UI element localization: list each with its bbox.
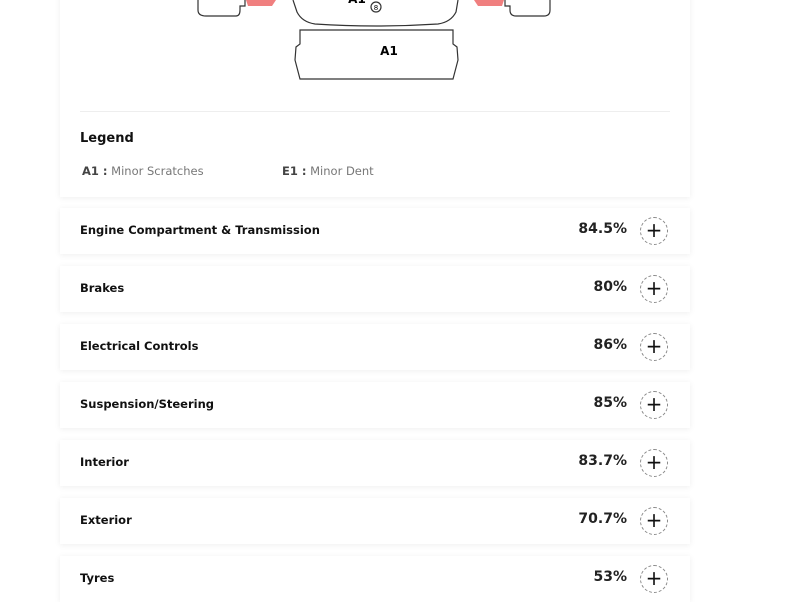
section-row[interactable]: Brakes 80% + (60, 266, 690, 312)
section-label: Electrical Controls (80, 339, 199, 353)
bumper-panel (294, 29, 459, 80)
section-score: 85% (593, 395, 627, 411)
hood-damage-label: A1 (348, 0, 366, 6)
section-label: Interior (80, 455, 129, 469)
legend-title: Legend (80, 131, 134, 146)
section-label: Suspension/Steering (80, 397, 215, 411)
section-label: Exterior (80, 513, 132, 527)
legend-item: A1 : Minor Scratches (82, 164, 204, 178)
section-score: 86% (593, 337, 627, 353)
car-diagram: A1 8 A1 (197, 0, 551, 80)
section-row[interactable]: Interior 83.7% + (60, 440, 690, 486)
section-row[interactable]: Suspension/Steering 85% + (60, 382, 690, 428)
legend-item: E1 : Minor Dent (282, 164, 374, 178)
section-label: Tyres (80, 571, 115, 585)
section-row[interactable]: Tyres 53% + (60, 556, 690, 602)
section-score: 70.7% (578, 511, 627, 527)
section-row[interactable]: Electrical Controls 86% + (60, 324, 690, 370)
section-score: 84.5% (578, 221, 627, 237)
section-score: 80% (593, 279, 627, 295)
plus-icon[interactable]: + (640, 275, 668, 303)
section-row[interactable]: Engine Compartment & Transmission 84.5% … (60, 208, 690, 254)
left-mirror-panel (197, 0, 246, 17)
car-damage-card: A1 8 A1 Legend A1 : Minor Scratches E1 :… (60, 0, 690, 197)
plus-icon[interactable]: + (640, 217, 668, 245)
section-row[interactable]: Exterior 70.7% + (60, 498, 690, 544)
marker-label: 8 (374, 4, 378, 12)
plus-icon[interactable]: + (640, 507, 668, 535)
section-score: 53% (593, 569, 627, 585)
plus-icon[interactable]: + (640, 565, 668, 593)
divider (80, 111, 670, 112)
left-damage-area (246, 0, 276, 6)
plus-icon[interactable]: + (640, 333, 668, 361)
bumper-damage-label: A1 (380, 44, 398, 58)
plus-icon[interactable]: + (640, 449, 668, 477)
right-damage-area (474, 0, 504, 6)
section-label: Brakes (80, 281, 125, 295)
plus-icon[interactable]: + (640, 391, 668, 419)
hood-panel (292, 0, 459, 27)
section-score: 83.7% (578, 453, 627, 469)
right-mirror-panel (504, 0, 551, 17)
section-label: Engine Compartment & Transmission (80, 223, 320, 237)
